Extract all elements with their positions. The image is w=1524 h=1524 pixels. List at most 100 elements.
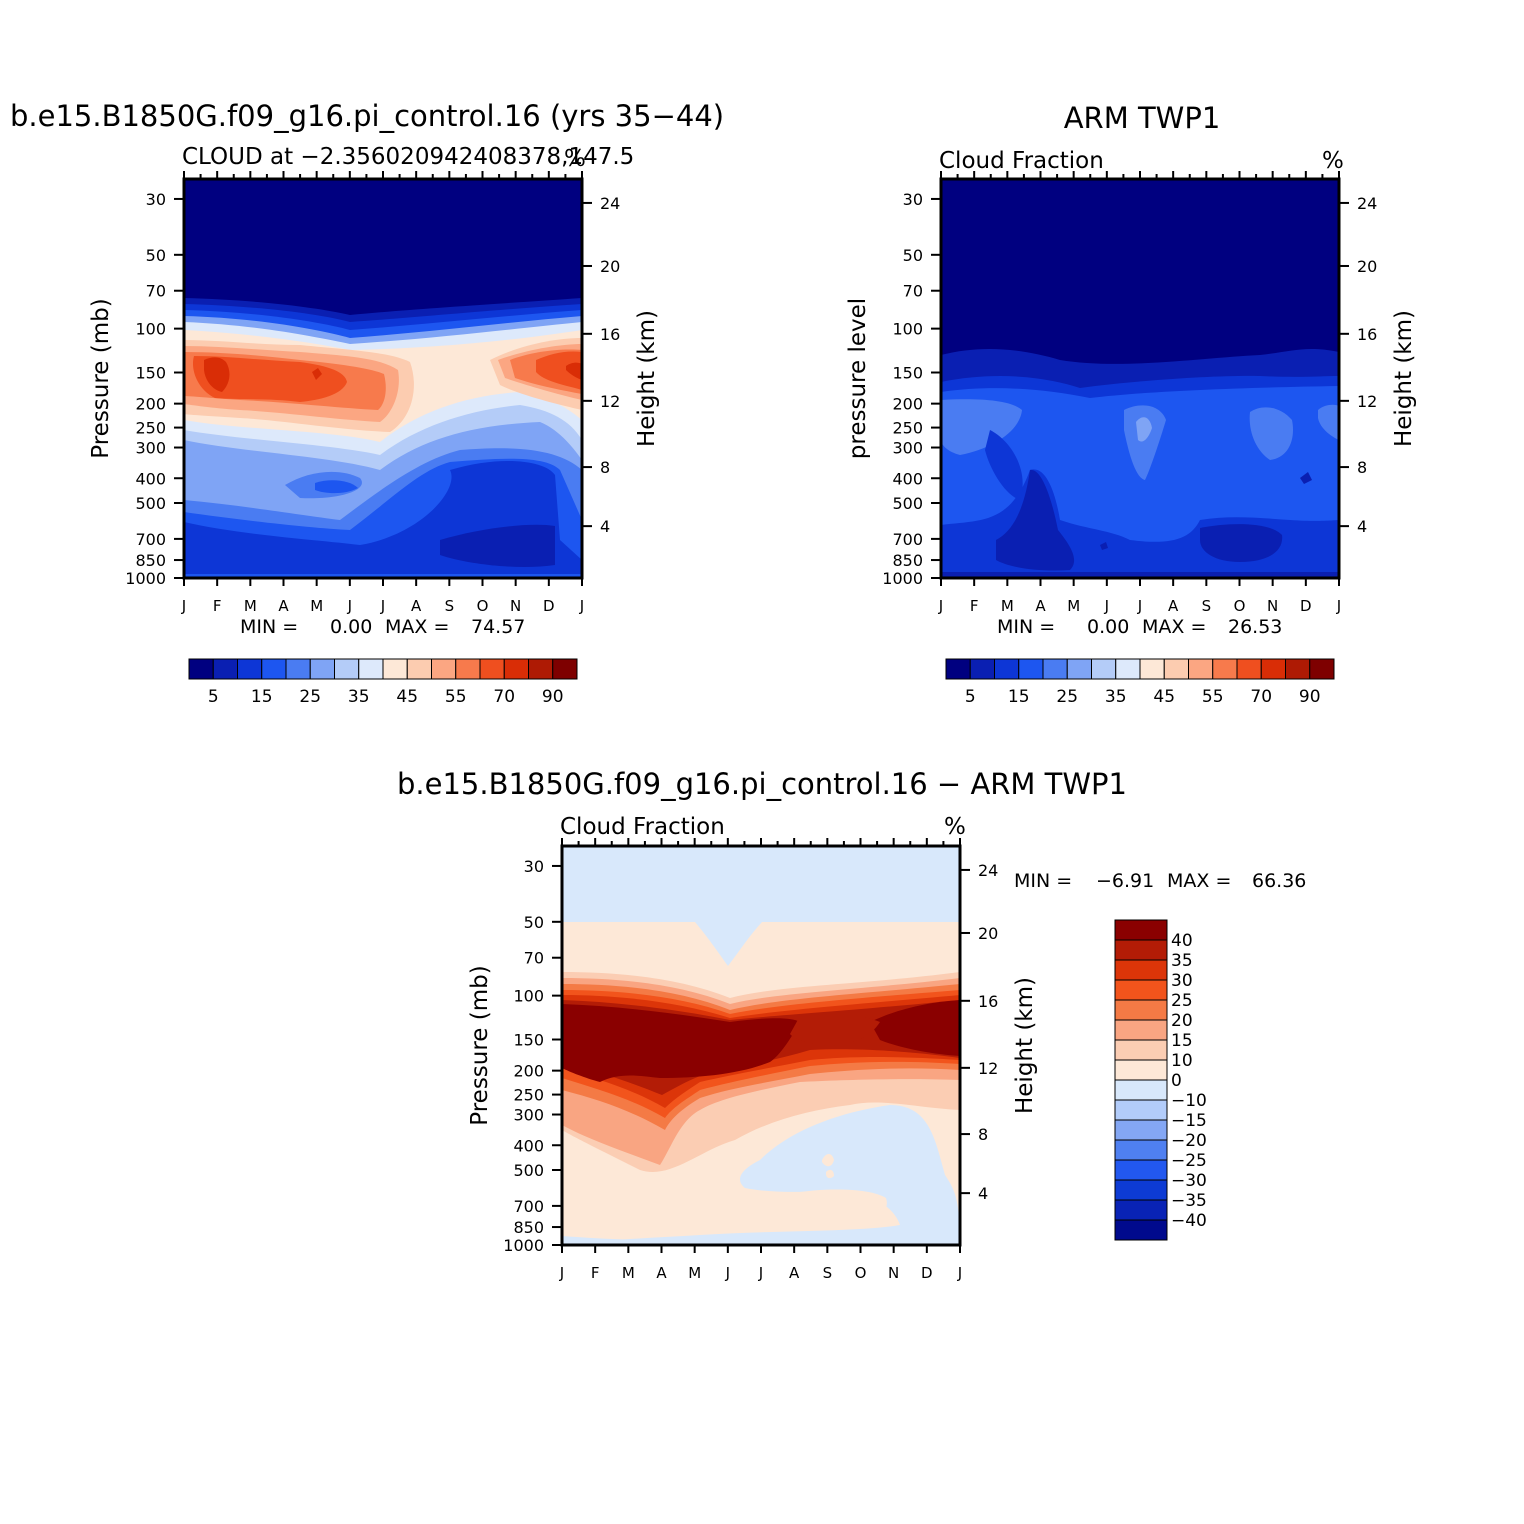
- y-tick-label: 250: [892, 419, 923, 438]
- y-tick-label: 1000: [882, 569, 923, 588]
- y-tick-label: 100: [892, 320, 923, 339]
- x-tick-label: M: [622, 1264, 635, 1282]
- colorbar-swatch: [969, 658, 995, 680]
- panel-model-units: %: [564, 146, 586, 172]
- colorbar-swatch: [1260, 658, 1286, 680]
- y-right-tick-label: 4: [600, 517, 610, 536]
- x-tick-label: A: [1168, 597, 1179, 615]
- colorbar-swatch: [1114, 959, 1168, 981]
- colorbar-label: 5: [965, 687, 976, 707]
- y-right-tick-label: 16: [1357, 325, 1377, 344]
- y-tick-label: 150: [892, 364, 923, 383]
- colorbar-swatch: [479, 658, 505, 680]
- y-right-axis-title: Height (km): [634, 310, 660, 447]
- panel-difference-title: b.e15.B1850G.f09_g16.pi_control.16 − ARM…: [397, 767, 1127, 801]
- colorbar-label: 25: [1056, 687, 1078, 707]
- y-right-tick-label: 4: [978, 1184, 988, 1203]
- colorbar-swatch: [309, 658, 335, 680]
- x-tick-label: J: [725, 1264, 730, 1282]
- y-tick-label: 300: [513, 1106, 544, 1125]
- colorbar-swatch: [1114, 1139, 1168, 1161]
- y-right-tick-label: 12: [1357, 392, 1377, 411]
- y-right-tick-label: 16: [978, 992, 998, 1011]
- colorbar-label: 35: [1105, 687, 1127, 707]
- x-tick-label: J: [579, 597, 584, 615]
- panel-observations-title: ARM TWP1: [1064, 101, 1221, 135]
- x-tick-label: D: [1300, 597, 1312, 615]
- y-tick-label: 700: [135, 530, 166, 549]
- x-tick-label: F: [591, 1264, 600, 1282]
- panel-difference: b.e15.B1850G.f09_g16.pi_control.16 − ARM…: [397, 767, 1306, 1282]
- panel-difference-max-value: 66.36: [1252, 870, 1306, 892]
- x-tick-label: J: [957, 1264, 962, 1282]
- colorbar-swatch: [261, 658, 287, 680]
- colorbar-label: −25: [1171, 1151, 1207, 1171]
- colorbar-label: −30: [1171, 1171, 1207, 1191]
- x-tick-label: A: [411, 597, 422, 615]
- x-tick-label: J: [1336, 597, 1341, 615]
- x-tick-label: J: [938, 597, 943, 615]
- panel-model-min-label: MIN =: [240, 616, 298, 638]
- colorbar-swatch: [1091, 658, 1117, 680]
- colorbar-label: 0: [1171, 1071, 1182, 1091]
- y-right-tick-label: 24: [1357, 194, 1377, 213]
- y-tick-label: 1000: [503, 1236, 544, 1255]
- colorbar-label: 20: [1171, 1011, 1193, 1031]
- colorbar-swatch: [1114, 999, 1168, 1021]
- colorbar-label: 25: [1171, 991, 1193, 1011]
- colorbar-label: 45: [396, 687, 418, 707]
- colorbar-label: 15: [1008, 687, 1030, 707]
- x-tick-label: M: [1067, 597, 1080, 615]
- y-tick-label: 100: [135, 320, 166, 339]
- colorbar-swatch: [1018, 658, 1044, 680]
- x-tick-label: A: [278, 597, 289, 615]
- colorbar-label: 5: [208, 687, 219, 707]
- colorbar-swatch: [382, 658, 408, 680]
- colorbar-swatch: [1114, 919, 1168, 941]
- colorbar-label: 45: [1153, 687, 1175, 707]
- colorbar-swatch: [358, 658, 384, 680]
- y-right-tick-label: 12: [978, 1059, 998, 1078]
- y-tick-label: 400: [513, 1136, 544, 1155]
- colorbar-swatch: [1115, 658, 1141, 680]
- y-tick-label: 200: [892, 395, 923, 414]
- y-tick-label: 200: [135, 395, 166, 414]
- x-tick-label: J: [559, 1264, 564, 1282]
- colorbar-label: −15: [1171, 1111, 1207, 1131]
- x-tick-label: F: [970, 597, 979, 615]
- y-right-tick-label: 4: [1357, 517, 1367, 536]
- x-tick-label: F: [213, 597, 222, 615]
- colorbar-label: 55: [1202, 687, 1224, 707]
- colorbar-label: 70: [493, 687, 515, 707]
- y-tick-label: 300: [135, 439, 166, 458]
- x-tick-label: J: [380, 597, 385, 615]
- x-tick-label: S: [1202, 597, 1212, 615]
- difference-contour-field: [562, 846, 960, 1245]
- x-tick-label: N: [888, 1264, 899, 1282]
- colorbar-label: 35: [348, 687, 370, 707]
- colorbar-swatch: [945, 658, 971, 680]
- panel-observations-colorbar: 5 15 25 35 45 55 70 90: [945, 658, 1335, 707]
- y-axis-title: Pressure (mb): [467, 965, 493, 1125]
- y-right-tick-label: 20: [1357, 257, 1377, 276]
- x-tick-label: J: [1104, 597, 1109, 615]
- colorbar-label: 25: [299, 687, 321, 707]
- x-tick-label: N: [1267, 597, 1278, 615]
- panel-observations-max-value: 26.53: [1228, 616, 1282, 638]
- observations-contour-field: [941, 179, 1339, 578]
- panel-observations-max-label: MAX =: [1142, 616, 1206, 638]
- colorbar-swatch: [1163, 658, 1189, 680]
- x-tick-label: J: [758, 1264, 763, 1282]
- panel-observations-min-value: 0.00: [1087, 616, 1129, 638]
- panel-observations: ARM TWP1 Cloud Fraction % J F M A M J J A S O N D J 3…: [845, 101, 1417, 707]
- colorbar-swatch: [1114, 1039, 1168, 1061]
- colorbar-label: 90: [542, 687, 564, 707]
- y-right-tick-label: 20: [978, 924, 998, 943]
- y-tick-label: 250: [513, 1086, 544, 1105]
- colorbar-label: 55: [445, 687, 467, 707]
- y-tick-label: 300: [892, 439, 923, 458]
- y-tick-label: 850: [892, 551, 923, 570]
- colorbar-label: −35: [1171, 1191, 1207, 1211]
